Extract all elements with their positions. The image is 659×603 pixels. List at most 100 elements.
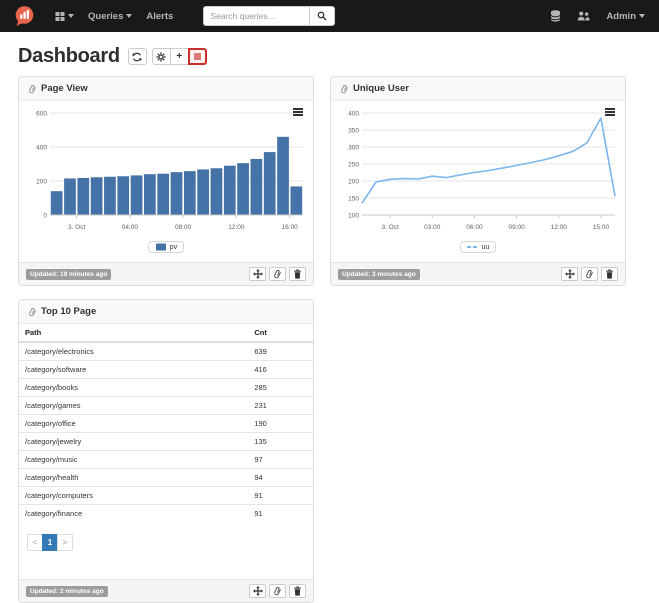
plus-icon: +	[176, 51, 183, 62]
arrows-move-icon	[252, 586, 263, 596]
widget-expand-button[interactable]	[249, 267, 266, 281]
chart-export-menu-icon[interactable]	[293, 108, 303, 117]
data-sources-button[interactable]	[550, 10, 561, 22]
nav-alerts-label: Alerts	[146, 10, 174, 22]
paperclip-icon	[586, 269, 593, 279]
widget-delete-button[interactable]	[289, 267, 306, 281]
refresh-icon	[132, 52, 143, 61]
widget-delete-button[interactable]	[601, 267, 618, 281]
svg-text:08:00: 08:00	[175, 224, 192, 231]
table-row: /category/computers 91	[19, 486, 313, 505]
legend-label: uu	[481, 243, 490, 251]
cell-path: /category/jewelry	[19, 432, 249, 451]
search-button[interactable]	[309, 6, 336, 26]
arrows-move-icon	[564, 269, 575, 279]
cell-cnt: 416	[248, 360, 313, 379]
square-icon	[193, 53, 201, 60]
admin-label: Admin	[606, 10, 636, 22]
dashboards-menu[interactable]	[55, 11, 74, 21]
column-header-path: Path	[19, 324, 249, 343]
svg-text:15:00: 15:00	[593, 224, 610, 231]
widget-attach-button[interactable]	[581, 267, 598, 281]
updated-badge: Updated: 3 minutes ago	[338, 268, 420, 280]
paperclip-icon	[29, 307, 36, 316]
cell-path: /category/electronics	[25, 347, 94, 356]
chart-export-menu-icon[interactable]	[605, 108, 615, 117]
chevron-down-icon	[68, 14, 74, 18]
dashboards-grid-icon	[55, 12, 65, 21]
table-row: /category/health 94	[19, 468, 313, 487]
widget-title-link[interactable]: Unique User	[353, 83, 409, 94]
cell-cnt: 97	[248, 450, 313, 469]
dashboard-settings-button[interactable]	[151, 48, 171, 65]
cell-path: /category/office	[19, 414, 249, 433]
svg-text:3. Oct: 3. Oct	[381, 224, 399, 231]
svg-text:0: 0	[43, 212, 47, 219]
pagination: < 1 >	[27, 534, 73, 551]
cell-path: /category/software	[19, 360, 249, 379]
cell-path: /category/games	[19, 396, 249, 415]
pagination-page-1-button[interactable]: 1	[42, 534, 58, 551]
svg-text:12:00: 12:00	[551, 224, 568, 231]
nav-queries-label: Queries	[88, 10, 124, 22]
svg-text:600: 600	[36, 110, 47, 117]
widget-expand-button[interactable]	[561, 267, 578, 281]
chevron-down-icon	[639, 14, 645, 18]
search-form	[203, 6, 336, 26]
updated-badge: Updated: 2 minutes ago	[26, 585, 108, 597]
nav-alerts[interactable]: Alerts	[146, 11, 173, 22]
add-widget-button[interactable]: +	[169, 48, 189, 65]
widget-title-link[interactable]: Top 10 Page	[41, 306, 97, 317]
groups-button[interactable]	[577, 11, 591, 22]
widget-attach-button[interactable]	[269, 267, 286, 281]
cell-cnt: 231	[248, 396, 313, 415]
paperclip-icon	[341, 84, 348, 93]
svg-text:400: 400	[36, 144, 47, 151]
cell-path: /category/computers	[19, 486, 249, 505]
svg-text:200: 200	[36, 178, 47, 185]
table-row: /category/finance 91	[19, 504, 313, 522]
chart-legend[interactable]: uu	[459, 241, 497, 253]
widget-unique-user: Unique User 100 150 200 250 300 350 400 3. Oct 0…	[330, 76, 626, 286]
table-row: /category/music 97	[19, 450, 313, 469]
unique-user-chart: 100 150 200 250 300 350 400 3. Oct 03:00 06:00 09:…	[336, 106, 620, 237]
refresh-dashboard-button[interactable]	[127, 48, 147, 65]
search-icon	[317, 11, 327, 21]
svg-text:150: 150	[348, 195, 359, 202]
trash-icon	[294, 586, 301, 596]
pagination-prev-button[interactable]: <	[27, 534, 43, 551]
svg-text:04:00: 04:00	[122, 224, 139, 231]
paperclip-icon	[29, 84, 36, 93]
top-pages-table: Path Cnt /category/electronics 639 /categ…	[19, 324, 313, 522]
cell-cnt: 135	[248, 432, 313, 451]
arrows-move-icon	[252, 269, 263, 279]
admin-menu[interactable]: Admin	[606, 11, 645, 22]
widget-expand-button[interactable]	[249, 584, 266, 598]
svg-text:300: 300	[348, 144, 359, 151]
widget-top-10-page: Top 10 Page Path Cnt /category/electroni…	[18, 299, 314, 603]
chart-legend[interactable]: pv	[147, 241, 185, 253]
svg-text:03:00: 03:00	[424, 224, 441, 231]
widget-delete-button[interactable]	[289, 584, 306, 598]
table-row: /category/electronics 639	[19, 342, 313, 361]
nav-queries[interactable]: Queries	[88, 10, 133, 22]
widget-title-link[interactable]: Page View	[41, 83, 88, 94]
tv-mode-button[interactable]	[187, 48, 207, 65]
svg-text:100: 100	[348, 212, 359, 219]
search-input[interactable]	[203, 6, 310, 26]
chevron-down-icon	[126, 14, 133, 18]
page-view-chart: 0 200 400 600 3. Oct 04:00 08:00 12:00 16:00	[24, 106, 308, 237]
svg-text:12:00: 12:00	[228, 224, 245, 231]
updated-badge: Updated: 19 minutes ago	[26, 268, 112, 280]
paperclip-icon	[274, 586, 281, 596]
table-row: /category/jewelry 135	[19, 432, 313, 451]
cell-path: /category/books	[19, 378, 249, 397]
cell-path: /category/health	[19, 468, 249, 487]
pagination-next-button[interactable]: >	[57, 534, 73, 551]
svg-text:250: 250	[348, 161, 359, 168]
gear-icon	[156, 51, 166, 62]
svg-text:3. Oct: 3. Oct	[68, 224, 86, 231]
widget-attach-button[interactable]	[269, 584, 286, 598]
table-row: /category/office 190	[19, 414, 313, 433]
redash-logo[interactable]	[14, 5, 35, 27]
